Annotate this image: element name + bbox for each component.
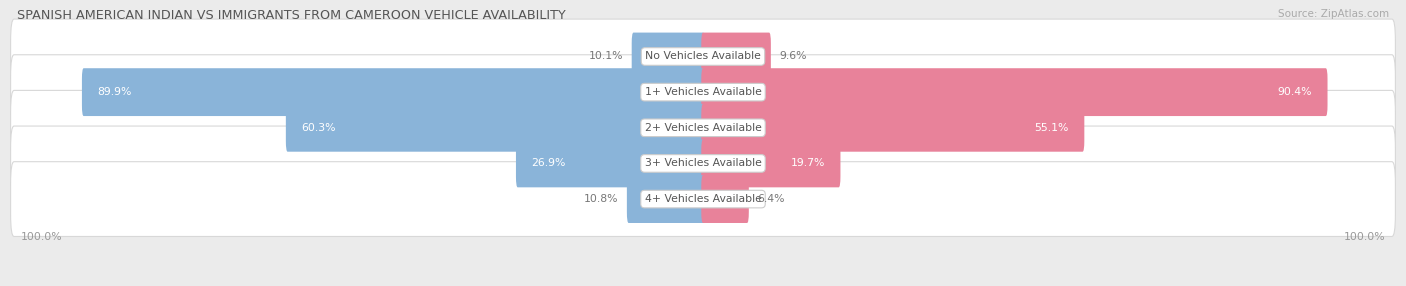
Text: 100.0%: 100.0% (21, 232, 63, 242)
FancyBboxPatch shape (702, 175, 749, 223)
FancyBboxPatch shape (11, 90, 1395, 165)
FancyBboxPatch shape (11, 162, 1395, 237)
FancyBboxPatch shape (82, 68, 704, 116)
Text: 10.1%: 10.1% (589, 51, 623, 61)
FancyBboxPatch shape (702, 68, 1327, 116)
Text: 19.7%: 19.7% (790, 158, 825, 168)
Text: Source: ZipAtlas.com: Source: ZipAtlas.com (1278, 9, 1389, 19)
FancyBboxPatch shape (631, 33, 704, 80)
FancyBboxPatch shape (627, 175, 704, 223)
FancyBboxPatch shape (516, 140, 704, 187)
Text: 4+ Vehicles Available: 4+ Vehicles Available (644, 194, 762, 204)
Text: 1+ Vehicles Available: 1+ Vehicles Available (644, 87, 762, 97)
Text: 6.4%: 6.4% (758, 194, 785, 204)
FancyBboxPatch shape (11, 126, 1395, 201)
FancyBboxPatch shape (702, 104, 1084, 152)
Text: 100.0%: 100.0% (1343, 232, 1385, 242)
Text: SPANISH AMERICAN INDIAN VS IMMIGRANTS FROM CAMEROON VEHICLE AVAILABILITY: SPANISH AMERICAN INDIAN VS IMMIGRANTS FR… (17, 9, 565, 21)
Text: No Vehicles Available: No Vehicles Available (645, 51, 761, 61)
Text: 55.1%: 55.1% (1035, 123, 1069, 133)
Text: 89.9%: 89.9% (97, 87, 132, 97)
Text: 26.9%: 26.9% (531, 158, 565, 168)
FancyBboxPatch shape (11, 55, 1395, 130)
Text: 3+ Vehicles Available: 3+ Vehicles Available (644, 158, 762, 168)
Text: 9.6%: 9.6% (779, 51, 807, 61)
FancyBboxPatch shape (702, 33, 770, 80)
Text: 2+ Vehicles Available: 2+ Vehicles Available (644, 123, 762, 133)
FancyBboxPatch shape (11, 19, 1395, 94)
FancyBboxPatch shape (702, 140, 841, 187)
Text: 60.3%: 60.3% (301, 123, 336, 133)
Text: 90.4%: 90.4% (1278, 87, 1312, 97)
FancyBboxPatch shape (285, 104, 704, 152)
Text: 10.8%: 10.8% (583, 194, 619, 204)
